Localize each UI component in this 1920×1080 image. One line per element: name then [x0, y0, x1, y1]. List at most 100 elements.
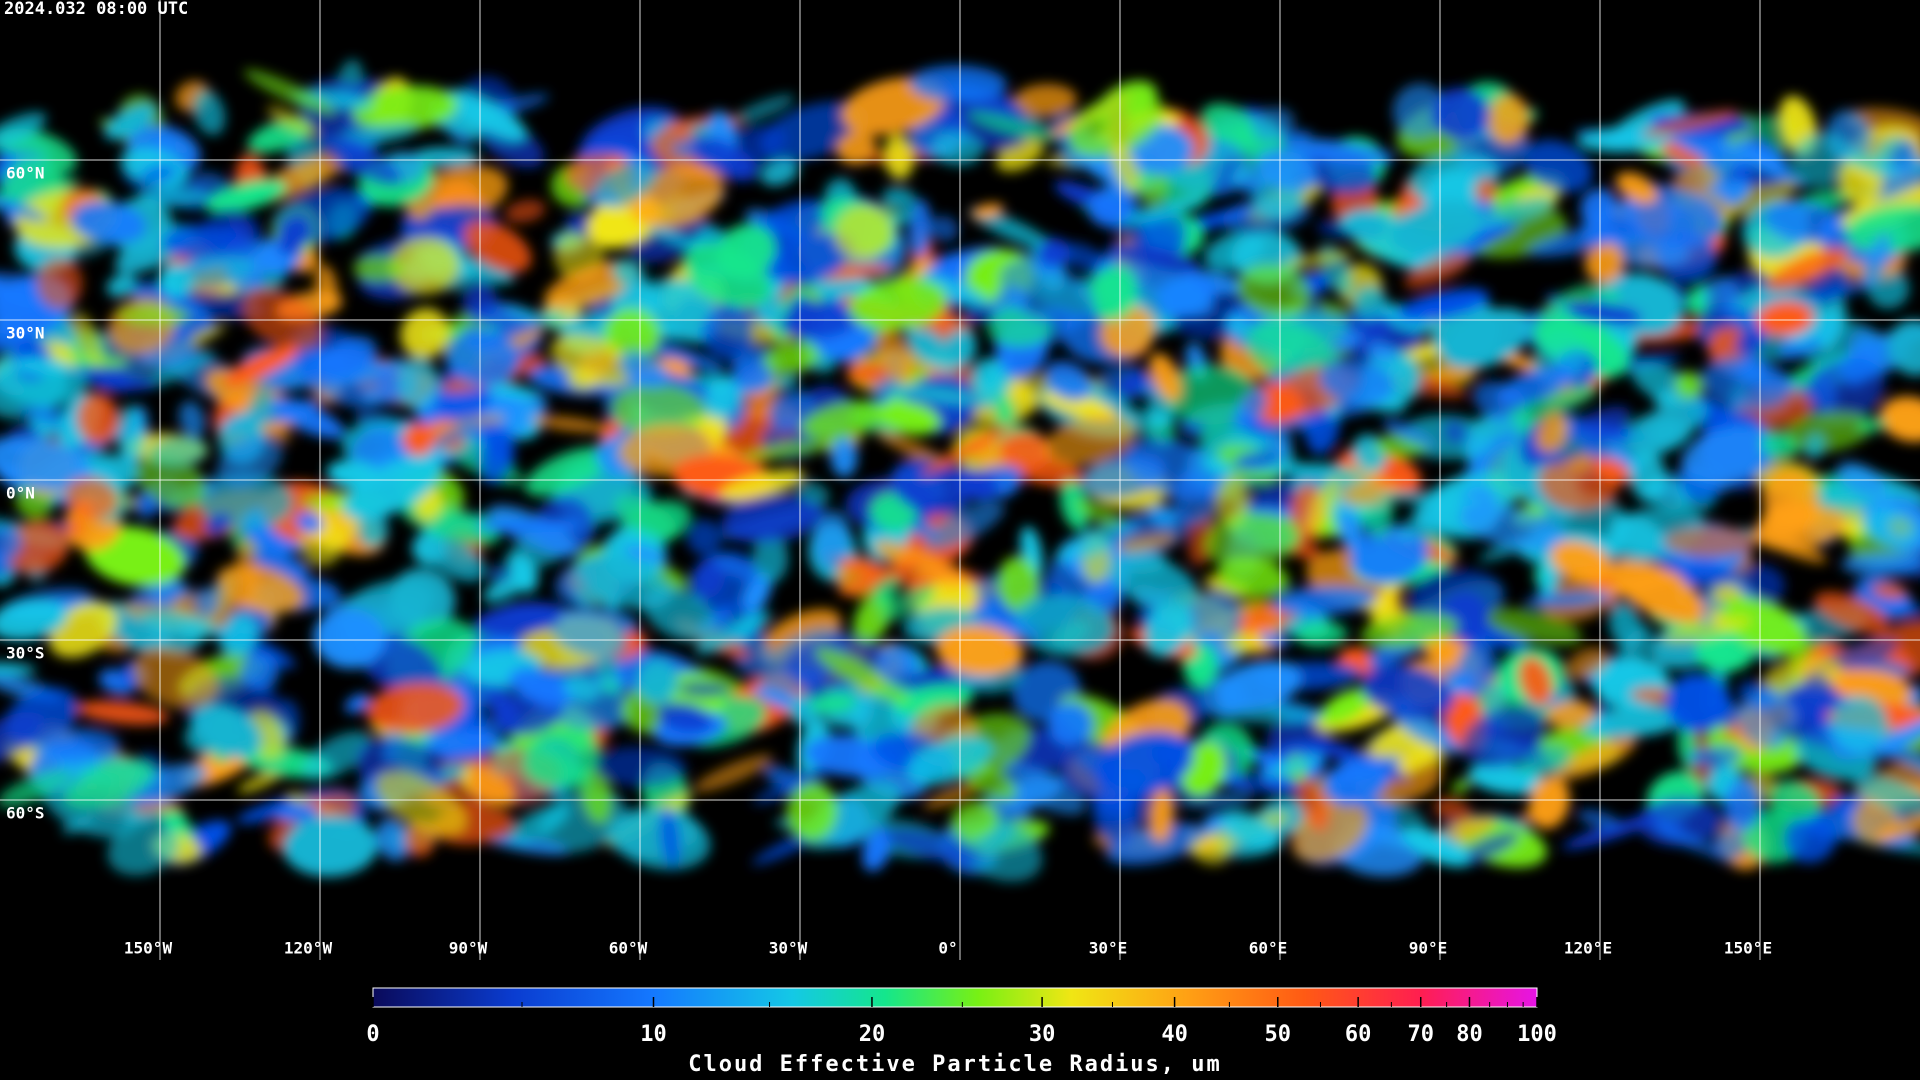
cloud-blob — [760, 158, 799, 186]
cloud-blob — [1216, 557, 1290, 598]
cloud-blob — [1723, 777, 1761, 833]
cloud-blob — [243, 69, 337, 116]
cloud-blob — [275, 803, 319, 823]
cloud-blob — [1451, 778, 1472, 794]
longitude-label: 120°W — [284, 939, 333, 958]
cloud-blob — [1233, 451, 1281, 470]
cloud-blob — [1382, 419, 1436, 448]
cloud-blob — [1736, 139, 1788, 170]
cloud-blob — [786, 782, 838, 842]
cloud-blob — [192, 587, 219, 617]
cloud-blob — [1725, 180, 1798, 217]
cloud-blob — [1361, 664, 1455, 720]
cloud-blob — [769, 232, 854, 285]
cloud-blob — [0, 711, 45, 765]
cloud-blob — [797, 480, 830, 505]
cloud-blob — [133, 492, 157, 518]
cloud-blob — [1562, 814, 1661, 850]
cloud-blob — [1319, 688, 1371, 725]
longitude-label: 150°W — [124, 939, 173, 958]
cloud-blob — [296, 512, 324, 533]
cloud-blob — [200, 209, 262, 262]
cloud-blob — [701, 305, 755, 360]
colorbar-tick-label: 40 — [1161, 1022, 1188, 1047]
cloud-blob — [487, 835, 570, 855]
cloud-blob — [389, 236, 460, 295]
cloud-blob — [1059, 242, 1107, 271]
cloud-blob — [1532, 284, 1621, 353]
cloud-blob — [1482, 196, 1555, 228]
cloud-blob — [1235, 386, 1267, 430]
colorbar-tick-label: 80 — [1456, 1022, 1483, 1047]
cloud-blob — [140, 164, 178, 184]
cloud-blob — [1830, 695, 1889, 753]
cloud-blob — [592, 161, 658, 207]
cloud-blob — [1186, 590, 1243, 647]
cloud-blob — [1107, 242, 1200, 273]
cloud-blob — [1203, 512, 1301, 569]
cloud-blob — [1067, 91, 1164, 158]
cloud-blob — [833, 204, 894, 261]
cloud-blob — [1629, 450, 1667, 503]
cloud-blob — [174, 254, 254, 290]
cloud-blob — [375, 817, 411, 862]
cloud-blob — [836, 131, 877, 165]
cloud-blob — [635, 658, 679, 705]
cloud-blob — [62, 759, 156, 809]
cloud-blob — [1392, 83, 1447, 139]
cloud-blob — [1783, 812, 1837, 863]
colorbar — [372, 987, 1538, 1008]
cloud-blob — [1550, 540, 1613, 584]
latitude-label: 0°N — [6, 484, 35, 503]
cloud-blob — [1584, 242, 1625, 284]
cloud-blob — [1219, 810, 1278, 850]
cloud-blob — [924, 501, 1005, 550]
cloud-blob — [1444, 223, 1520, 254]
cloud-blob — [936, 625, 1024, 676]
cloud-blob — [1658, 140, 1704, 166]
cloud-blob — [345, 693, 370, 714]
cloud-blob — [136, 454, 206, 509]
cloud-blob — [980, 774, 1065, 818]
cloud-blob — [1844, 152, 1901, 177]
cloud-blob — [266, 106, 318, 137]
cloud-blob — [141, 609, 222, 639]
cloud-blob — [1286, 139, 1395, 166]
cloud-blob — [116, 405, 145, 466]
cloud-blob — [862, 826, 892, 872]
cloud-blob — [1874, 804, 1920, 842]
cloud-blob — [240, 651, 279, 691]
cloud-blob — [614, 494, 678, 540]
cloud-field — [0, 59, 1920, 882]
cloud-blob — [1455, 641, 1496, 697]
cloud-blob — [1565, 647, 1609, 680]
cloud-blob — [1662, 615, 1752, 643]
colorbar-tick-label: 100 — [1517, 1022, 1557, 1047]
cloud-blob — [733, 630, 771, 675]
cloud-blob — [1319, 358, 1394, 406]
cloud-blob — [241, 288, 323, 351]
cloud-blob — [107, 821, 179, 876]
cloud-blob — [1047, 701, 1094, 747]
cloud-blob — [768, 390, 814, 430]
graticule: 60°N 30°N 0°N 30°S 60°S 150°W 120°W 90°W 60°W 30°… — [0, 0, 1920, 960]
cloud-blob — [1566, 301, 1643, 326]
cloud-blob — [1518, 656, 1553, 706]
cloud-blob — [1461, 706, 1545, 768]
cloud-blob — [999, 258, 1096, 328]
cloud-blob — [712, 554, 769, 585]
cloud-blob — [473, 603, 563, 638]
cloud-blob — [132, 647, 219, 709]
cloud-blob — [12, 357, 70, 375]
cloud-blob — [1637, 797, 1723, 847]
cloud-blob — [205, 179, 288, 213]
cloud-blob — [1760, 430, 1799, 460]
cloud-blob — [1440, 308, 1532, 370]
cloud-blob — [599, 679, 621, 696]
cloud-blob — [1337, 211, 1388, 238]
cloud-blob — [508, 803, 571, 844]
cloud-blob — [282, 815, 378, 877]
cloud-blob — [1702, 276, 1741, 315]
cloud-blob — [1407, 569, 1505, 628]
cloud-blob — [0, 662, 36, 676]
